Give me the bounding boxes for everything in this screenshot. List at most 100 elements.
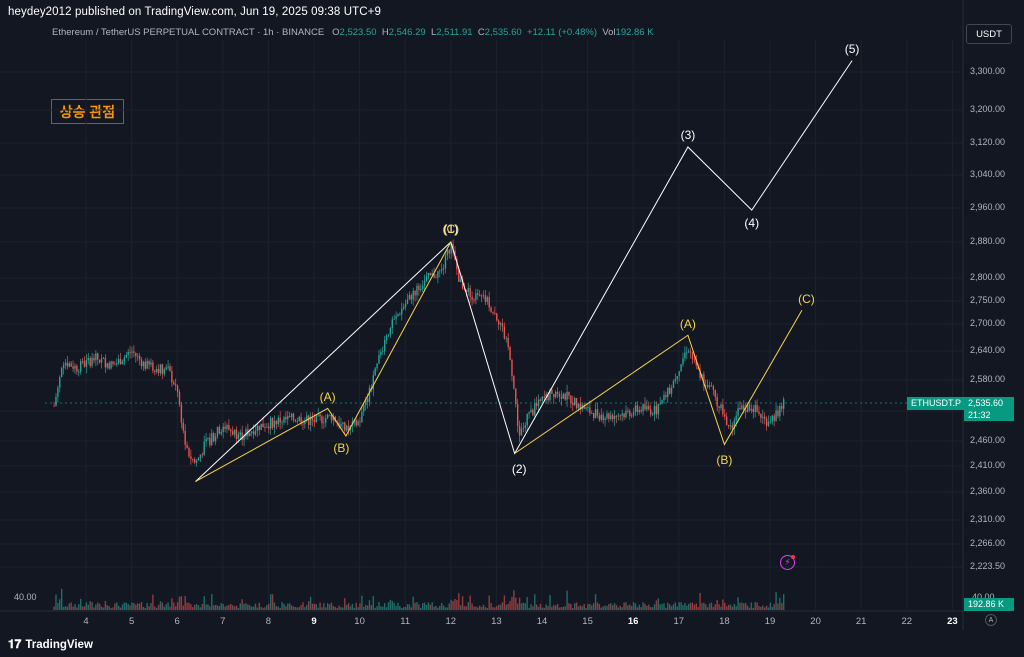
volume-bar xyxy=(507,603,509,610)
candle-body xyxy=(746,404,749,412)
time-tick-label: 17 xyxy=(673,616,685,627)
volume-bar xyxy=(718,604,720,610)
candle-body xyxy=(355,420,357,426)
volume-bar xyxy=(203,596,205,610)
volume-bar xyxy=(273,602,276,610)
candle-body xyxy=(306,415,308,421)
volume-bar xyxy=(207,604,209,610)
volume-bar xyxy=(313,603,316,610)
candle-body xyxy=(275,420,278,425)
volume-bar xyxy=(469,595,471,610)
candle-body xyxy=(653,405,656,415)
candle-body xyxy=(216,426,219,437)
volume-bar xyxy=(771,606,773,610)
candle-body xyxy=(207,437,209,439)
candle-body xyxy=(735,415,737,421)
candle-body xyxy=(534,403,536,416)
flash-alert-icon[interactable]: ⚡ xyxy=(780,555,795,570)
volume-bar xyxy=(456,600,458,610)
candle-body xyxy=(271,417,274,428)
candle-body xyxy=(57,387,59,397)
candle-body xyxy=(779,406,781,417)
auto-scale-icon[interactable]: A xyxy=(985,614,997,626)
low-key: L xyxy=(430,27,437,38)
volume-bar xyxy=(705,604,707,610)
volume-bar xyxy=(250,606,253,610)
volume-bar xyxy=(511,597,513,610)
candle-body xyxy=(399,314,401,316)
candle-body xyxy=(184,430,186,445)
candle-body xyxy=(59,376,61,388)
volume-bar xyxy=(78,604,80,610)
candle-body xyxy=(83,361,86,367)
candle-body xyxy=(475,293,477,301)
symbol-name[interactable]: Ethereum / TetherUS PERPETUAL CONTRACT ·… xyxy=(52,27,325,38)
candle-body xyxy=(484,295,487,302)
volume-bar xyxy=(186,602,188,610)
volume-bar xyxy=(116,602,118,610)
candle-body xyxy=(547,393,549,401)
candle-body xyxy=(630,415,633,417)
volume-bar xyxy=(467,602,469,610)
candle-body xyxy=(501,323,504,327)
volume-bar xyxy=(53,606,55,610)
candle-body xyxy=(91,357,93,366)
volume-bar xyxy=(81,606,84,610)
volume-bar xyxy=(372,596,374,610)
volume-bar xyxy=(743,603,745,610)
candle-body xyxy=(226,425,228,429)
volume-bar xyxy=(106,605,108,610)
wave-label: (5) xyxy=(844,42,860,57)
volume-bar xyxy=(741,602,743,610)
volume-bar xyxy=(560,607,563,610)
candle-body xyxy=(532,409,534,416)
candle-body xyxy=(138,355,141,360)
candle-body xyxy=(606,413,608,419)
candle-body xyxy=(250,431,253,433)
candle-body xyxy=(296,421,298,422)
candle-body xyxy=(437,271,439,278)
candle-body xyxy=(372,375,374,390)
volume-bar xyxy=(769,602,772,610)
volume-bar xyxy=(311,603,314,610)
candle-body xyxy=(617,415,620,417)
candle-body xyxy=(686,352,688,354)
candle-body xyxy=(524,425,526,428)
currency-button[interactable]: USDT xyxy=(966,24,1012,44)
volume-bar xyxy=(598,604,601,610)
volume-bar xyxy=(591,605,593,610)
candle-body xyxy=(513,376,515,389)
volume-bar xyxy=(589,603,591,610)
elliott-wave-line xyxy=(195,241,452,483)
candle-body xyxy=(190,456,192,459)
volume-bar xyxy=(406,604,409,610)
candle-body xyxy=(708,385,711,387)
candle-body xyxy=(687,351,690,353)
candle-body xyxy=(144,361,146,369)
wave-label: (1) xyxy=(443,222,459,237)
volume-bar xyxy=(562,606,564,610)
volume-bar xyxy=(148,606,150,610)
volume-bar xyxy=(518,597,521,610)
candle-body xyxy=(720,404,722,408)
candle-body xyxy=(127,351,129,355)
candle-body xyxy=(499,323,502,325)
volume-bar xyxy=(260,606,262,610)
volume-bar xyxy=(338,605,340,610)
candle-body xyxy=(429,272,431,276)
volume-scale-right: 40.00 xyxy=(972,592,995,602)
price-tick-label: 2,310.00 xyxy=(970,514,1006,524)
volume-bar xyxy=(144,607,146,610)
candle-body xyxy=(412,290,414,300)
candle-body xyxy=(298,416,300,422)
time-tick-label: 16 xyxy=(627,616,639,627)
volume-bar xyxy=(712,607,715,610)
candle-body xyxy=(549,389,551,401)
volume-bar xyxy=(249,605,251,610)
candle-body xyxy=(710,385,713,387)
candle-body xyxy=(585,407,587,409)
candle-body xyxy=(154,370,156,372)
footer-brand[interactable]: 𝟏𝟕 TradingView xyxy=(8,637,93,652)
volume-bar xyxy=(209,606,211,610)
